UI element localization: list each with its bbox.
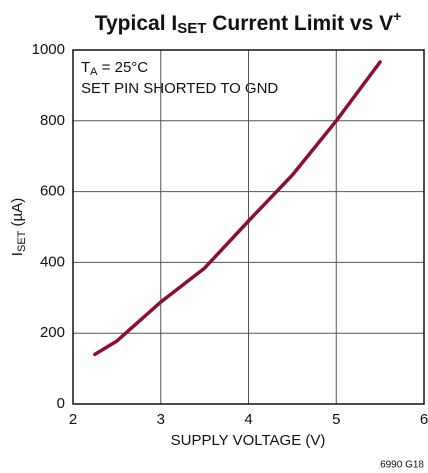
y-tick-label: 600 [40, 183, 65, 200]
ylabel-part: (µA) [9, 198, 26, 231]
title-sup: + [393, 8, 401, 24]
x-axis-label: SUPPLY VOLTAGE (V) [171, 432, 326, 449]
annotation: SET PIN SHORTED TO GND [81, 80, 278, 97]
x-tick-label: 6 [420, 411, 428, 428]
y-axis-label: ISET (µA) [9, 198, 28, 256]
ylabel-sub: SET [16, 230, 28, 252]
y-tick-label: 800 [40, 112, 65, 129]
y-tick-label: 400 [40, 253, 65, 270]
x-tick-label: 5 [332, 411, 340, 428]
data-line [93, 60, 382, 357]
y-tick-label: 0 [57, 395, 65, 412]
annotation: TA = 25°C [81, 59, 148, 78]
plot-frame [72, 49, 425, 405]
chart-title: Typical ISET Current Limit vs V+ [95, 8, 402, 37]
title-part: Current Limit vs V [206, 12, 393, 35]
y-tick-label: 1000 [32, 41, 65, 58]
footnote: 6990 G18 [380, 460, 424, 471]
annotation-part: T [81, 59, 90, 76]
title-sub: SET [177, 20, 206, 37]
x-tick-label: 2 [69, 411, 77, 428]
annotation-part: = 25°C [98, 59, 149, 76]
ylabel-part: I [9, 252, 26, 256]
annotation-sub: A [90, 66, 98, 78]
y-tick-label: 200 [40, 324, 65, 341]
title-part: Typical I [95, 12, 177, 35]
x-tick-label: 3 [157, 411, 165, 428]
x-tick-label: 4 [244, 411, 252, 428]
